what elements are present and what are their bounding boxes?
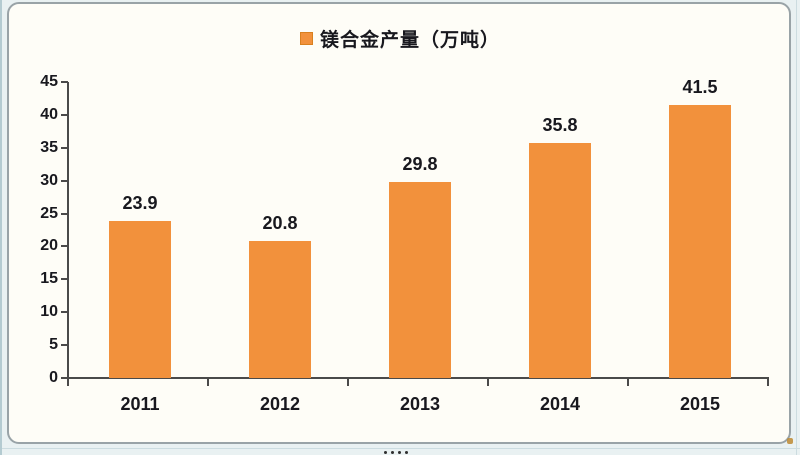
bar-value-label: 35.8: [542, 114, 578, 135]
bar-value-label: 29.8: [402, 153, 438, 174]
sheet-edge-strip: [0, 0, 2, 455]
y-axis-tick-label: 0: [49, 369, 58, 386]
y-axis-tick-label: 15: [40, 270, 58, 288]
y-axis-tick: [61, 377, 68, 379]
y-axis-tick: [61, 245, 68, 248]
legend-swatch-icon: [299, 31, 313, 45]
x-axis-tick: [67, 378, 69, 386]
y-axis-tick-label: 45: [40, 73, 58, 90]
sheet-gridline-vertical: [796, 0, 797, 455]
x-axis-category-label: 2012: [259, 394, 301, 414]
x-axis-category-label: 2011: [120, 394, 160, 414]
x-axis-tick: [347, 378, 349, 386]
fill-handle-dot: [787, 438, 793, 444]
bar-2014[interactable]: [529, 142, 591, 378]
x-axis-tick: [207, 378, 209, 386]
y-axis-tick-label: 20: [40, 237, 58, 255]
y-axis-tick: [61, 212, 68, 215]
y-axis-tick: [61, 278, 68, 281]
sheet-artifact-dots: [384, 451, 408, 454]
y-axis-tick: [61, 146, 68, 149]
y-axis-tick-label: 10: [40, 303, 58, 321]
y-axis-tick: [61, 81, 68, 83]
x-axis-category-label: 2013: [399, 394, 441, 414]
bar-value-label: 41.5: [682, 77, 718, 98]
y-axis-tick-label: 5: [49, 336, 58, 354]
sheet-gridline-horizontal: [0, 448, 800, 449]
chart-legend[interactable]: 镁合金产量（万吨）: [0, 24, 800, 52]
bar-2015[interactable]: [669, 105, 731, 378]
bar-value-label: 23.9: [122, 192, 158, 213]
y-axis-tick-label: 35: [40, 138, 58, 156]
x-axis-tick: [627, 378, 629, 386]
x-axis-tick: [487, 378, 489, 386]
bar-2011[interactable]: [109, 220, 171, 378]
bar-2013[interactable]: [389, 181, 451, 378]
x-axis-category-label: 2014: [539, 394, 581, 414]
bar-2012[interactable]: [249, 241, 311, 378]
y-axis-tick: [61, 311, 68, 314]
bar-value-label: 20.8: [262, 213, 298, 234]
y-axis-line: [67, 82, 69, 378]
y-axis-tick-label: 30: [40, 171, 58, 189]
y-axis-tick-label: 25: [40, 204, 58, 222]
y-axis-tick: [61, 179, 68, 182]
y-axis-tick: [61, 344, 68, 347]
x-axis-line: [67, 377, 769, 379]
y-axis-tick: [61, 113, 68, 116]
x-axis-tick: [767, 378, 769, 386]
legend-label: 镁合金产量（万吨）: [319, 29, 500, 51]
y-axis-tick-label: 40: [40, 105, 58, 123]
x-axis-category-label: 2015: [679, 394, 721, 414]
